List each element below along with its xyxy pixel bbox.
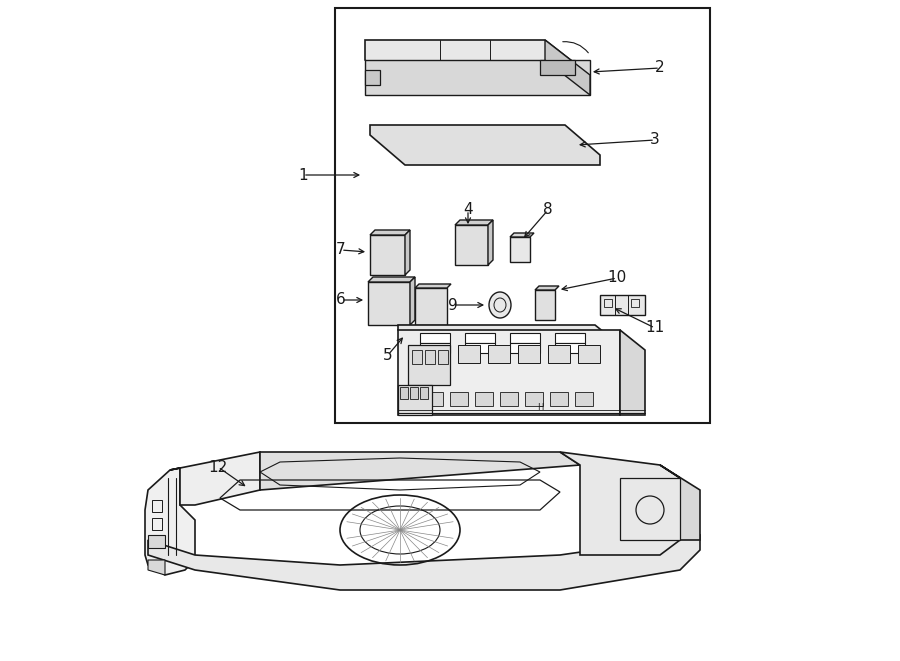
- Polygon shape: [540, 60, 575, 75]
- Polygon shape: [370, 230, 410, 235]
- Polygon shape: [148, 535, 165, 548]
- Polygon shape: [398, 385, 432, 415]
- Polygon shape: [400, 387, 408, 399]
- Polygon shape: [660, 465, 700, 540]
- Polygon shape: [420, 387, 428, 399]
- Polygon shape: [365, 40, 590, 95]
- Polygon shape: [475, 392, 493, 406]
- Polygon shape: [550, 392, 568, 406]
- Polygon shape: [335, 8, 710, 423]
- Polygon shape: [368, 282, 410, 325]
- Polygon shape: [510, 237, 530, 262]
- Polygon shape: [510, 333, 540, 343]
- Polygon shape: [370, 125, 600, 165]
- Polygon shape: [455, 225, 488, 265]
- Polygon shape: [408, 345, 450, 385]
- Polygon shape: [555, 333, 585, 343]
- Polygon shape: [450, 392, 468, 406]
- Polygon shape: [412, 350, 422, 364]
- Polygon shape: [488, 345, 510, 363]
- Polygon shape: [578, 345, 600, 363]
- Text: 8: 8: [544, 202, 553, 217]
- Polygon shape: [405, 230, 410, 275]
- Text: 5: 5: [383, 348, 392, 362]
- Polygon shape: [535, 290, 555, 320]
- Polygon shape: [425, 350, 435, 364]
- Text: 10: 10: [608, 270, 626, 286]
- Polygon shape: [415, 288, 447, 325]
- Polygon shape: [488, 220, 493, 265]
- Polygon shape: [500, 392, 518, 406]
- Polygon shape: [415, 284, 451, 288]
- Polygon shape: [575, 392, 593, 406]
- Polygon shape: [560, 452, 680, 555]
- Text: 3: 3: [650, 132, 660, 147]
- Polygon shape: [510, 343, 540, 353]
- Polygon shape: [148, 560, 165, 575]
- Polygon shape: [365, 70, 380, 85]
- Text: 4: 4: [464, 202, 472, 217]
- Polygon shape: [545, 40, 590, 95]
- Polygon shape: [148, 535, 700, 590]
- Polygon shape: [368, 277, 415, 282]
- Polygon shape: [620, 478, 680, 540]
- Polygon shape: [620, 330, 645, 415]
- Text: 6: 6: [336, 293, 346, 307]
- Polygon shape: [510, 233, 534, 237]
- Polygon shape: [518, 345, 540, 363]
- Polygon shape: [465, 343, 495, 353]
- Text: 2: 2: [655, 61, 665, 75]
- Polygon shape: [458, 345, 480, 363]
- Text: 9: 9: [448, 297, 458, 313]
- Polygon shape: [525, 392, 543, 406]
- Text: 7: 7: [337, 243, 346, 258]
- Text: 11: 11: [645, 321, 664, 336]
- Polygon shape: [145, 468, 195, 575]
- Polygon shape: [170, 452, 260, 505]
- Polygon shape: [425, 392, 443, 406]
- Text: H: H: [536, 403, 544, 412]
- Polygon shape: [420, 333, 450, 343]
- Polygon shape: [365, 60, 590, 95]
- Polygon shape: [548, 345, 570, 363]
- Polygon shape: [410, 277, 415, 325]
- Polygon shape: [555, 343, 585, 353]
- Polygon shape: [398, 325, 620, 350]
- Polygon shape: [455, 220, 493, 225]
- Polygon shape: [370, 235, 405, 275]
- Polygon shape: [410, 387, 418, 399]
- Polygon shape: [465, 333, 495, 343]
- Text: 12: 12: [209, 459, 228, 475]
- Polygon shape: [420, 343, 450, 353]
- Polygon shape: [260, 452, 580, 490]
- Polygon shape: [398, 330, 620, 415]
- Polygon shape: [400, 392, 418, 406]
- Text: 1: 1: [298, 167, 308, 182]
- Polygon shape: [600, 295, 645, 315]
- Polygon shape: [438, 350, 448, 364]
- Polygon shape: [535, 286, 559, 290]
- Ellipse shape: [489, 292, 511, 318]
